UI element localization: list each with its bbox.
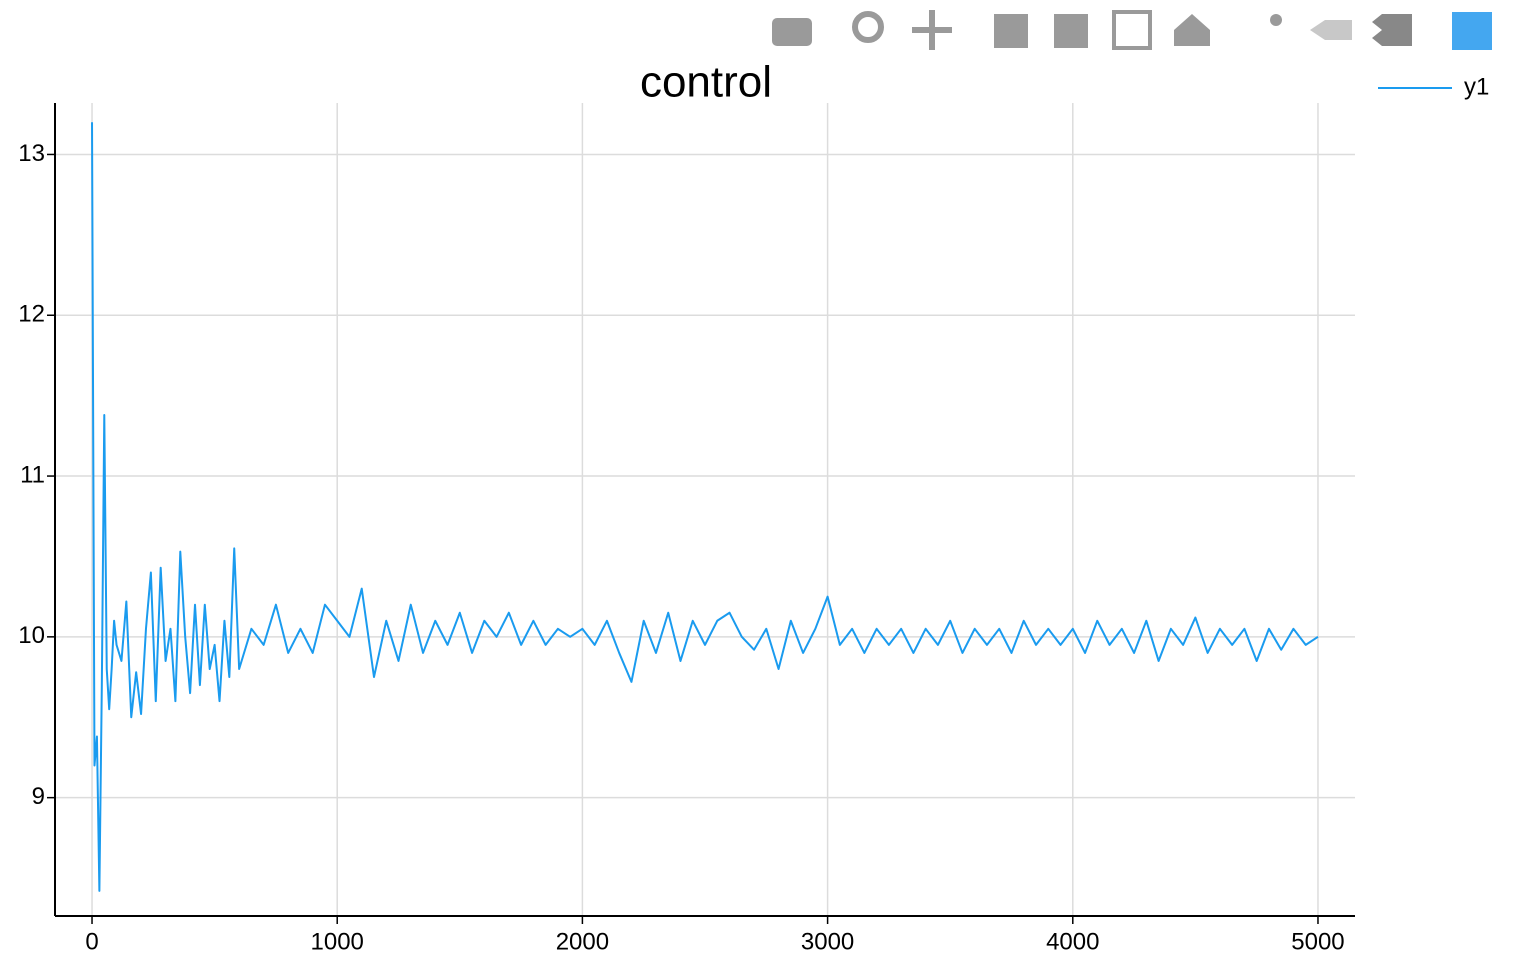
- legend-label: y1: [1464, 73, 1489, 100]
- data-line: [91, 122, 1319, 892]
- legend: y1: [1378, 73, 1489, 100]
- y-tick-label: 13: [18, 140, 45, 167]
- y-tick-label: 10: [18, 622, 45, 649]
- y-tick-label: 11: [20, 461, 45, 488]
- spike-button[interactable]: [1270, 14, 1282, 26]
- x-tick-label: 1000: [311, 928, 364, 955]
- x-tick-label: 2000: [556, 928, 609, 955]
- y-tick-label: 9: [32, 783, 45, 810]
- plot-area: [91, 122, 1319, 892]
- zoom-button[interactable]: [852, 11, 884, 43]
- y-tick-label: 12: [18, 301, 45, 328]
- x-tick-label: 5000: [1291, 928, 1344, 955]
- hover-closest-button[interactable]: [1310, 20, 1352, 40]
- x-tick-label: 4000: [1046, 928, 1099, 955]
- pan-button[interactable]: [912, 10, 952, 50]
- autoscale-button[interactable]: [1112, 10, 1152, 50]
- x-tick-label: 0: [85, 928, 98, 955]
- zoom-in-button[interactable]: [994, 14, 1028, 48]
- zoom-out-button[interactable]: [1054, 14, 1088, 48]
- x-tick-label: 3000: [801, 928, 854, 955]
- plotly-logo-button[interactable]: [1452, 12, 1492, 50]
- grid: [55, 103, 1355, 916]
- reset-button[interactable]: [1174, 14, 1210, 46]
- chart-title: control: [640, 58, 772, 107]
- hover-compare-button[interactable]: [1372, 14, 1412, 46]
- modebar[interactable]: [772, 10, 1492, 50]
- camera-button[interactable]: [772, 18, 812, 46]
